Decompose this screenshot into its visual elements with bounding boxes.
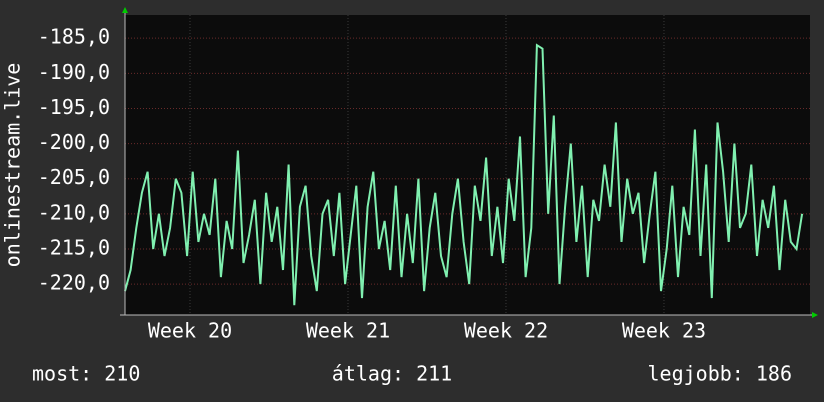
x-tick-label: Week 22 <box>464 319 548 343</box>
y-tick-label: -185,0 <box>38 25 110 49</box>
plot <box>124 15 810 315</box>
x-tick-label: Week 21 <box>306 319 390 343</box>
axis-arrow <box>122 7 128 13</box>
y-tick-label: -205,0 <box>38 165 110 189</box>
data-line <box>124 43 804 306</box>
y-tick-label: -200,0 <box>38 130 110 154</box>
stat: legjobb: 186 <box>648 362 793 386</box>
y-tick-label: -210,0 <box>38 200 110 224</box>
y-tick-label: -195,0 <box>38 95 110 119</box>
y-tick-label: -220,0 <box>38 271 110 295</box>
stat: átlag: 211 <box>332 362 452 386</box>
x-tick-label: Week 20 <box>148 319 232 343</box>
stat: most: 210 <box>32 362 140 386</box>
y-axis-label: onlinestream.live <box>1 63 25 268</box>
y-tick-label: -190,0 <box>38 60 110 84</box>
axis-arrow <box>812 312 818 318</box>
y-tick-label: -215,0 <box>38 235 110 259</box>
x-tick-label: Week 23 <box>622 319 706 343</box>
